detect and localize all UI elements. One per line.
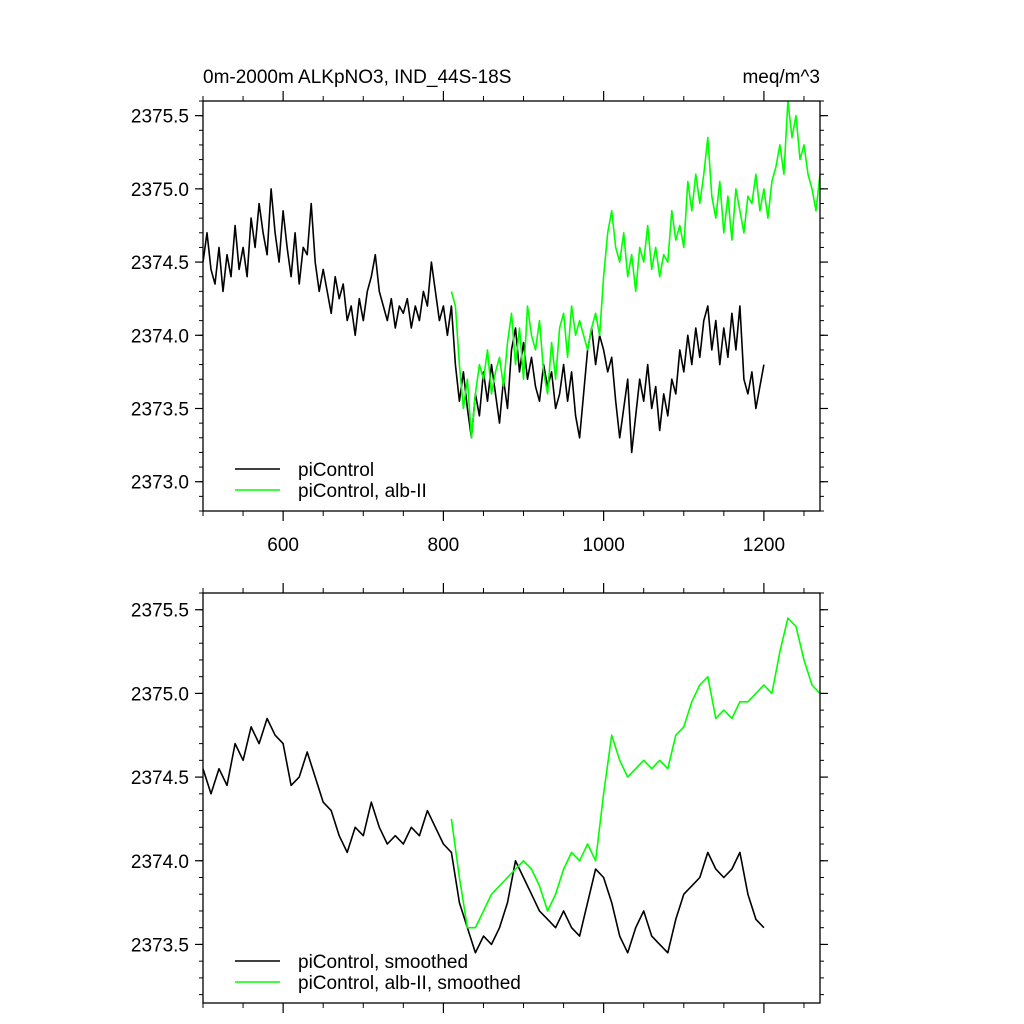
y-tick-label: 2374.5 [131, 768, 189, 789]
y-tick-label: 2373.0 [131, 473, 189, 494]
y-tick-label: 2373.5 [131, 935, 189, 956]
legend-label-picontrol-alb-ii: piControl, alb-II [298, 481, 427, 502]
y-tick-label: 2373.5 [131, 400, 189, 421]
series-line-picontrol [202, 188, 765, 454]
y-tick-label: 2374.0 [131, 326, 189, 347]
bottom-plot-content: 2373.5 2374.0 2374.5 2375.0 2375.5 [131, 583, 828, 1013]
x-tick-label: 600 [267, 535, 299, 556]
x-tick-label: 1000 [583, 535, 625, 556]
legend-label-picontrol: piControl [298, 460, 374, 481]
x-tick-label: 800 [428, 535, 460, 556]
top-legend: piControl piControl, alb-II [235, 460, 427, 502]
bottom-plot-frame [202, 592, 821, 1004]
bottom-legend: piControl, smoothed piControl, alb-II, s… [235, 952, 521, 994]
legend-label-picontrol-alb-ii-smoothed: piControl, alb-II, smoothed [298, 973, 521, 994]
y-tick-label: 2374.0 [131, 852, 189, 873]
bottom-panel: 2373.5 2374.0 2374.5 2375.0 2375.5 piControl… [131, 583, 828, 1013]
x-tick-label: 1200 [743, 535, 785, 556]
y-tick-label: 2375.5 [131, 107, 189, 128]
series-line-picontrol-alb-ii [450, 100, 821, 439]
series-line-picontrol-alb-ii-smoothed [450, 617, 821, 929]
legend-label-picontrol-smoothed: piControl, smoothed [298, 952, 468, 973]
y-tick-label: 2375.0 [131, 180, 189, 201]
y-tick-label: 2374.5 [131, 253, 189, 274]
top-plot-content: 2373.0 2373.5 2374.0 2374.5 2375.0 2375.5 600 8… [131, 91, 828, 556]
top-panel: 0m-2000m ALKpNO3, IND_44S-18S meq/m^3 23… [131, 67, 828, 556]
chart-title: 0m-2000m ALKpNO3, IND_44S-18S [203, 67, 511, 88]
y-tick-label: 2375.5 [131, 601, 189, 622]
top-plot-frame [202, 100, 821, 512]
series-line-picontrol-smoothed [202, 717, 765, 954]
y-tick-label: 2375.0 [131, 684, 189, 705]
units-label: meq/m^3 [742, 67, 820, 88]
